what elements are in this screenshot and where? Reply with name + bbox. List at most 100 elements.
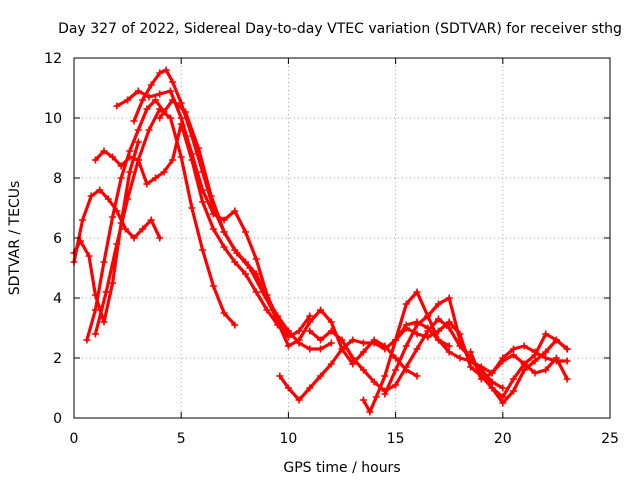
data-point [100,147,108,155]
data-point [284,342,292,350]
data-point [134,138,142,146]
data-point [126,168,134,176]
data-point [510,351,518,359]
data-point [392,366,400,374]
data-point [220,216,228,224]
data-point [246,264,254,272]
data-point [156,105,164,113]
data-point [542,330,550,338]
data-point [413,345,421,353]
data-point [143,180,151,188]
data-point [199,186,207,194]
data-point [317,336,325,344]
data-point [306,327,314,335]
data-point [160,168,168,176]
data-point [96,186,104,194]
data-point [510,375,518,383]
data-point [542,348,550,356]
series-line-trace-4 [93,107,237,336]
data-point [477,375,485,383]
data-point [467,363,475,371]
data-point [156,114,164,122]
data-point [445,342,453,350]
data-point [147,81,155,89]
data-point [169,96,177,104]
data-point [402,324,410,332]
data-point [188,150,196,158]
data-point [156,234,164,242]
data-point [139,96,147,104]
data-point [126,147,134,155]
data-point [117,174,125,182]
data-point [220,243,228,251]
data-point [542,354,550,362]
x-tick-label: 25 [601,431,619,447]
data-point [104,195,112,203]
data-point [130,117,138,125]
data-point [295,336,303,344]
data-point [169,156,177,164]
data-point [392,381,400,389]
data-point [109,153,117,161]
data-point [79,216,87,224]
data-point [510,387,518,395]
data-point [306,345,314,353]
y-tick-label: 8 [53,171,62,187]
x-tick-label: 15 [387,431,405,447]
data-point [488,384,496,392]
data-point [531,357,539,365]
data-point [276,372,284,380]
data-point [306,318,314,326]
data-point [434,315,442,323]
data-point [169,78,177,86]
data-point [327,318,335,326]
data-point [563,345,571,353]
data-point [274,318,282,326]
data-point [542,366,550,374]
data-point [166,87,174,95]
data-point [156,69,164,77]
data-point [317,306,325,314]
data-point [177,153,185,161]
data-point [109,279,117,287]
data-point [317,345,325,353]
y-axis-label: SDTVAR / TECUs [7,181,23,296]
data-point [488,369,496,377]
data-point [242,228,250,236]
data-point [327,360,335,368]
data-point [194,144,202,152]
data-point [188,204,196,212]
data-point [402,342,410,350]
data-point [199,246,207,254]
data-point [91,156,99,164]
data-point [91,330,99,338]
data-point [467,348,475,356]
data-point [445,318,453,326]
x-tick-label: 10 [279,431,297,447]
data-point [392,336,400,344]
data-point [231,258,239,266]
data-point [209,282,217,290]
data-point [434,336,442,344]
y-tick-label: 12 [44,51,62,67]
x-axis-label: GPS time / hours [283,460,400,476]
data-point [327,339,335,347]
axis-ticks: 0 5 10 15 20 25 0 2 4 6 8 10 12 [44,51,619,447]
data-point [91,306,99,314]
data-point [338,336,346,344]
data-point [370,339,378,347]
data-point [327,327,335,335]
data-point [263,306,271,314]
y-tick-label: 4 [53,291,62,307]
data-point [520,360,528,368]
data-point [510,345,518,353]
data-point [370,378,378,386]
data-point [231,321,239,329]
data-point [306,312,314,320]
data-point [499,399,507,407]
data-point [124,195,132,203]
data-point [381,345,389,353]
grid-lines [74,58,610,418]
data-point [252,255,260,263]
